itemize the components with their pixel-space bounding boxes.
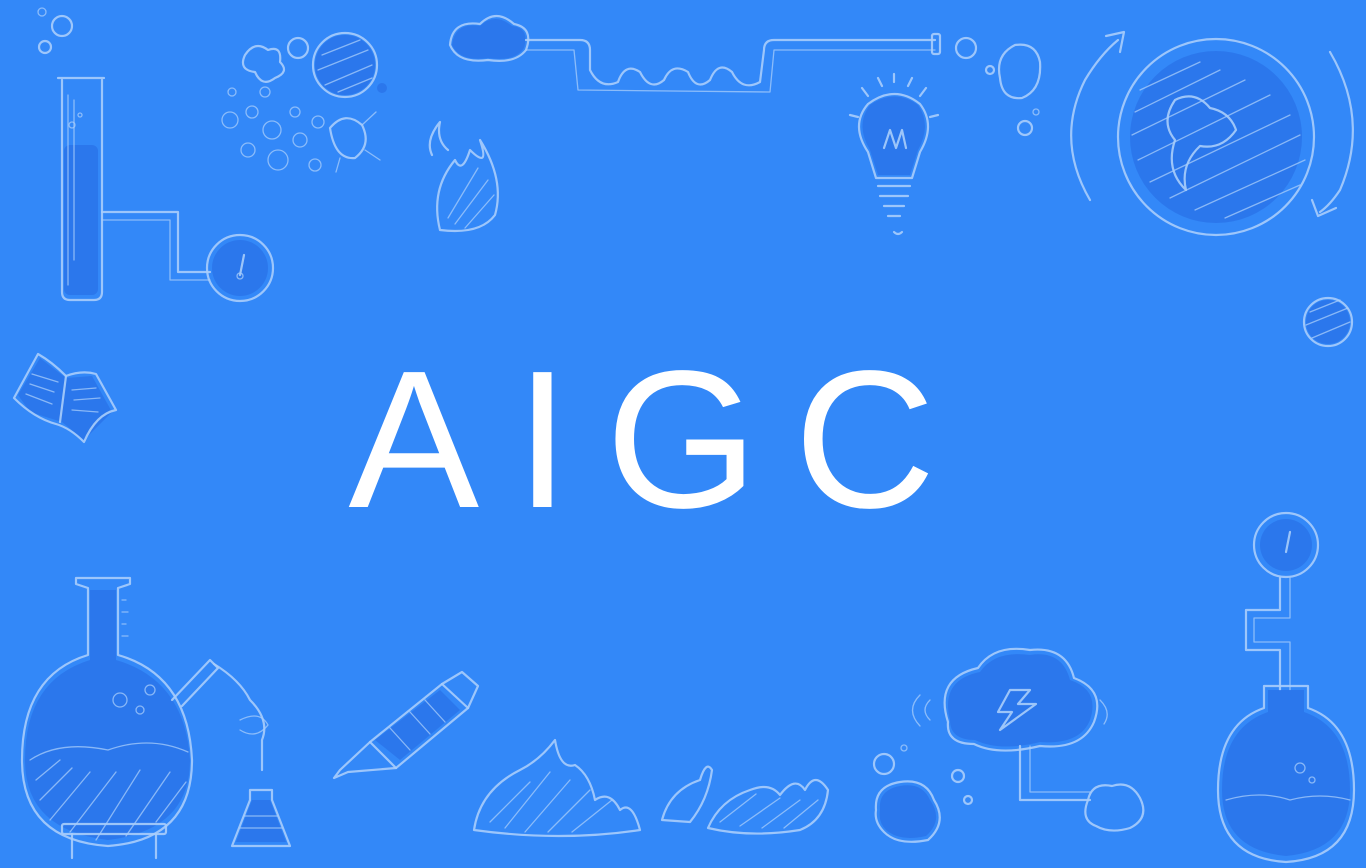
bubbles-icon bbox=[37, 7, 74, 55]
fountain-pen-icon bbox=[332, 670, 480, 780]
thunder-cloud-icon bbox=[872, 647, 1145, 843]
page-title: AIGC bbox=[348, 330, 972, 549]
erlenmeyer-flask-icon bbox=[230, 788, 292, 848]
round-flask-icon bbox=[20, 576, 269, 860]
bubbles-icon bbox=[954, 36, 1042, 137]
bacteria-cells-icon bbox=[221, 31, 387, 173]
gauge-flask-icon bbox=[1216, 511, 1356, 864]
flames-icon bbox=[472, 738, 830, 838]
test-tube-icon bbox=[56, 76, 212, 302]
open-book-icon bbox=[12, 352, 118, 444]
planet-icon bbox=[1302, 296, 1354, 348]
cloud-coil-pipe-icon bbox=[448, 14, 942, 93]
flame-icon bbox=[428, 120, 499, 233]
globe-refresh-icon bbox=[1070, 30, 1354, 237]
light-bulb-icon bbox=[848, 72, 940, 236]
pressure-gauge-icon bbox=[205, 233, 275, 303]
